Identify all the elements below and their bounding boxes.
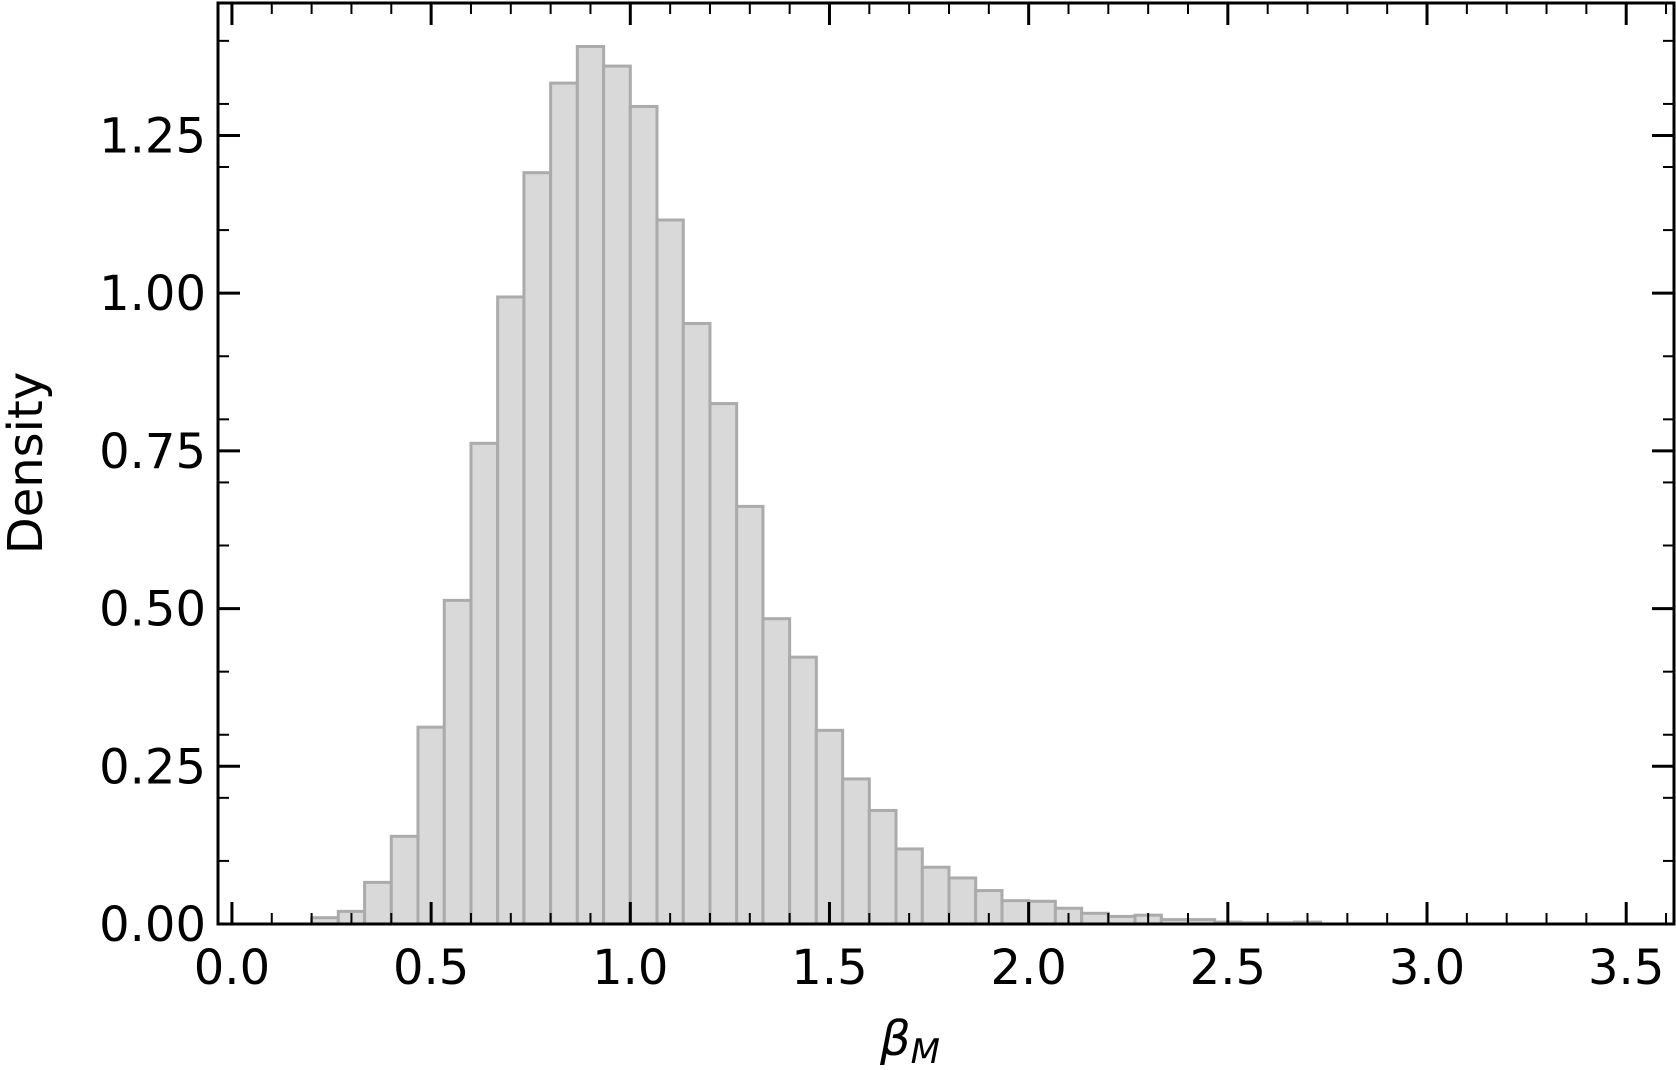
bar <box>602 64 632 926</box>
bar <box>761 617 792 926</box>
bar <box>814 728 845 926</box>
y-tick-label: 0.00 <box>99 897 206 953</box>
y-tick-label: 1.00 <box>99 266 206 322</box>
x-tick-label: 1.0 <box>592 940 668 996</box>
bar <box>1027 899 1057 926</box>
x-tick-label: 1.5 <box>791 940 867 996</box>
bar <box>920 865 951 926</box>
x-tick-label: 0.5 <box>393 940 469 996</box>
x-tick-label: 3.5 <box>1588 940 1664 996</box>
bar <box>841 777 871 926</box>
y-axis-label: Density <box>0 372 54 554</box>
bar <box>788 655 818 926</box>
bar <box>655 218 685 926</box>
y-tick-label: 1.25 <box>99 108 206 164</box>
bar <box>442 598 473 926</box>
bar <box>894 847 924 926</box>
bar <box>469 441 500 926</box>
y-tick-label: 0.75 <box>99 424 206 480</box>
x-tick-label: 2.5 <box>1190 940 1266 996</box>
bar <box>496 295 526 926</box>
bar <box>575 45 606 926</box>
bar <box>628 104 659 926</box>
bar <box>522 171 553 926</box>
x-tick-label: 2.0 <box>990 940 1066 996</box>
bar <box>1080 911 1110 926</box>
bar <box>549 81 579 926</box>
y-tick-label: 0.50 <box>99 582 206 638</box>
y-tick-label: 0.25 <box>99 739 206 795</box>
bar <box>867 808 898 926</box>
bar <box>389 834 420 926</box>
axes-frame <box>216 1 1676 926</box>
x-tick-label: 3.0 <box>1389 940 1465 996</box>
x-label-subscript: M <box>911 1032 940 1070</box>
bar <box>681 321 712 926</box>
x-label-symbol: β <box>879 1011 911 1067</box>
bar <box>416 725 446 926</box>
bar <box>363 880 393 926</box>
bar <box>708 402 739 926</box>
bar <box>1000 899 1031 926</box>
x-axis-label: βM <box>879 1011 940 1070</box>
bar <box>735 504 765 926</box>
bar <box>947 876 978 926</box>
x-tick-label: 0.0 <box>194 940 270 996</box>
